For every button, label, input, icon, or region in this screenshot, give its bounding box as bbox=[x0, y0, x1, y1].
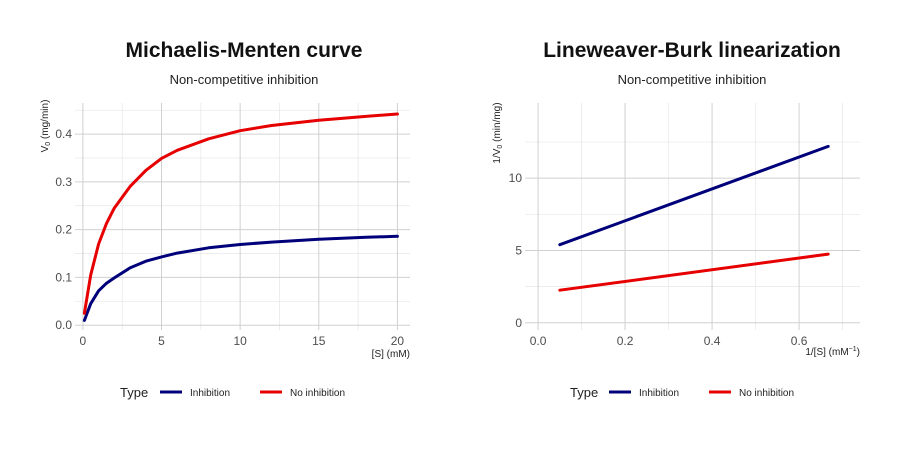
x-tick-label: 0.0 bbox=[530, 334, 547, 348]
series-line-no-inhibition bbox=[82, 112, 399, 315]
tick-labels-left: 0 5 10 15 20 0.0 0.1 0.2 0.3 0.4 bbox=[55, 127, 404, 348]
y-tick-label: 0.0 bbox=[55, 318, 72, 332]
y-axis-label-left: V0 (mg/min) bbox=[40, 100, 52, 153]
series-right bbox=[558, 144, 830, 292]
panel-lineweaver-burk: Lineweaver-Burk linearization Non-compet… bbox=[492, 39, 860, 358]
legend-label-no-inhibition-right: No inhibition bbox=[739, 388, 794, 399]
legend-left: Type Inhibition No inhibition bbox=[120, 385, 345, 400]
tick-labels-right: 0.0 0.2 0.4 0.6 0 5 10 bbox=[509, 171, 808, 348]
x-tick-label: 0.2 bbox=[617, 334, 634, 348]
series-line-inhibition bbox=[558, 144, 830, 247]
legend-title-left: Type bbox=[120, 385, 148, 400]
series-line-inhibition bbox=[82, 234, 399, 322]
legend-title-right: Type bbox=[570, 385, 598, 400]
y-tick-label: 0 bbox=[515, 316, 522, 330]
y-tick-label: 0.1 bbox=[55, 270, 72, 284]
y-axis-label-right: 1/V0 (min/mg) bbox=[492, 102, 504, 163]
x-tick-label: 10 bbox=[233, 334, 247, 348]
legend-right: Type Inhibition No inhibition bbox=[570, 385, 794, 400]
x-axis-label-left: [S] (mM) bbox=[372, 349, 410, 360]
y-tick-label: 0.4 bbox=[55, 127, 72, 141]
panel-michaelis-menten: Michaelis-Menten curve Non-competitive i… bbox=[40, 39, 410, 360]
legend-label-inhibition-right: Inhibition bbox=[639, 388, 679, 399]
y-tick-label: 0.2 bbox=[55, 223, 72, 237]
chart-subtitle-right: Non-competitive inhibition bbox=[618, 72, 767, 87]
grid-left bbox=[75, 103, 410, 330]
y-tick-label: 10 bbox=[509, 171, 523, 185]
x-tick-label: 20 bbox=[391, 334, 405, 348]
series-left bbox=[82, 112, 399, 322]
x-axis-label-right: 1/[S] (mM−1) bbox=[805, 346, 860, 358]
x-tick-label: 0.4 bbox=[704, 334, 721, 348]
y-tick-label: 5 bbox=[515, 243, 522, 257]
legend-label-no-inhibition-left: No inhibition bbox=[290, 388, 345, 399]
chart-subtitle-left: Non-competitive inhibition bbox=[170, 72, 319, 87]
chart-title-left: Michaelis-Menten curve bbox=[126, 39, 363, 62]
x-tick-label: 15 bbox=[312, 334, 326, 348]
x-tick-label: 5 bbox=[158, 334, 165, 348]
chart-title-right: Lineweaver-Burk linearization bbox=[543, 39, 841, 62]
x-tick-label: 0 bbox=[80, 334, 87, 348]
y-tick-label: 0.3 bbox=[55, 175, 72, 189]
x-tick-label: 0.6 bbox=[791, 334, 808, 348]
legend-label-inhibition-left: Inhibition bbox=[190, 388, 230, 399]
series-line-no-inhibition bbox=[558, 252, 830, 292]
grid-right bbox=[525, 103, 860, 330]
